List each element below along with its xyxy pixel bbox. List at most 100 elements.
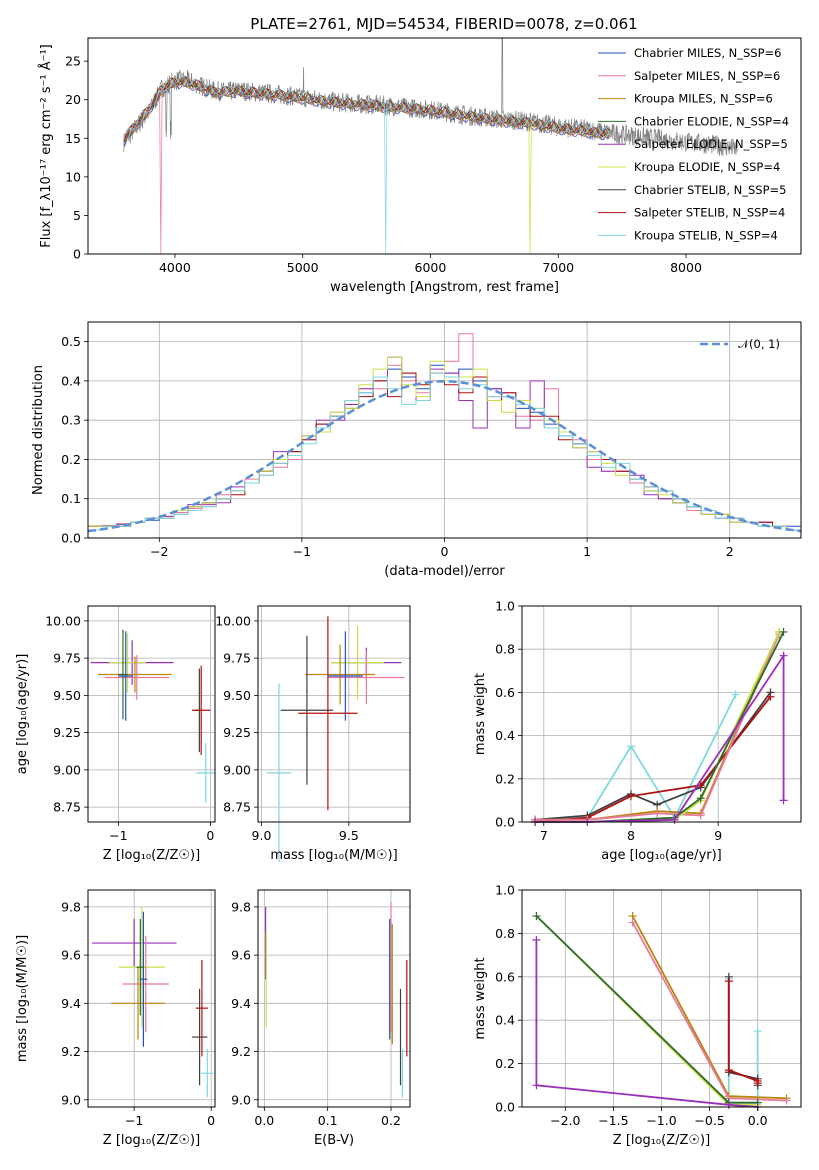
- x-tick-label: 1: [583, 544, 591, 559]
- error-bar-point: [118, 629, 128, 720]
- legend-label: Chabrier MILES, N_SSP=6: [634, 46, 781, 60]
- x-axis-label: Z [log₁₀(Z/Z☉)]: [103, 1133, 200, 1148]
- y-tick-label: 20: [65, 92, 81, 107]
- x-tick-label: 0.0: [748, 1113, 768, 1128]
- y-tick-label: 0.8: [495, 926, 515, 941]
- model-spectrum-line: [123, 77, 610, 254]
- panel-3: 9.0 9.5 8.75 9.00 9.25 9.50 9.75 10.00 mass [log…: [215, 605, 411, 863]
- y-tick-label: 9.4: [231, 996, 251, 1011]
- panel-1: −2 −1 0 1 2 0.0 0.1 0.2 0.3 0.4 0.5 (data-model)/er…: [31, 321, 802, 579]
- x-axis-label: mass [log₁₀(M/M☉)]: [270, 848, 397, 863]
- y-tick-label: 9.8: [61, 899, 81, 914]
- plot-area: [123, 38, 738, 254]
- histogram-step-line: [87, 372, 801, 531]
- legend: Chabrier MILES, N_SSP=6 Salpeter MILES, N…: [598, 46, 789, 242]
- error-bar-point: [191, 988, 208, 1086]
- y-tick-label: 5: [73, 208, 81, 223]
- y-tick-label: 9.8: [231, 899, 251, 914]
- ticks: −2 −1 0 1 2 0.0 0.1 0.2 0.3 0.4 0.5: [61, 334, 734, 559]
- plus-marker: [724, 1066, 733, 1075]
- y-tick-label: 10: [65, 169, 81, 184]
- y-tick-label: 1.0: [495, 883, 515, 898]
- plus-marker: [653, 809, 662, 818]
- plot-area: [87, 333, 802, 533]
- axes-frame: [87, 321, 802, 539]
- legend-label: Kroupa STELIB, N_SSP=4: [634, 228, 778, 242]
- x-tick-label: 0.1: [318, 1113, 338, 1128]
- plus-marker: [724, 977, 733, 986]
- model-spectrum-line: [123, 76, 610, 142]
- x-tick-label: 8: [627, 828, 635, 843]
- error-bar-point: [195, 959, 209, 1057]
- legend-label: 𝒩(0, 1): [738, 337, 780, 351]
- plot-area: [266, 616, 405, 863]
- error-bar-point: [104, 655, 169, 700]
- spectra: [123, 38, 738, 254]
- x-tick-label: 2: [726, 544, 734, 559]
- plus-marker: [779, 651, 788, 660]
- x-tick-label: 5000: [287, 260, 319, 275]
- panel-7: −2.0 −1.5 −1.0 −0.5 0.0 0.0 0.2 0.4 0.6 0.8 1.0 Z […: [473, 883, 802, 1148]
- plus-marker: [779, 796, 788, 805]
- legend-label: Kroupa MILES, N_SSP=6: [634, 92, 773, 106]
- axes-frame: [87, 605, 216, 823]
- x-tick-label: 4000: [159, 260, 191, 275]
- plus-marker: [670, 815, 679, 824]
- y-tick-label: 9.75: [53, 651, 81, 666]
- ticks: 7 8 9 0.0 0.2 0.4 0.6 0.8 1.0: [495, 599, 722, 844]
- y-tick-label: 9.00: [53, 762, 81, 777]
- y-tick-label: 9.2: [231, 1044, 251, 1059]
- grid-lines: [88, 890, 215, 1107]
- ticks: −1 0 8.75 9.00 9.25 9.50 9.75 10.00: [45, 613, 214, 843]
- y-tick-label: 1.0: [495, 599, 515, 614]
- x-axis-label: wavelength [Angstrom, rest frame]: [330, 280, 559, 295]
- weight-series: [628, 918, 791, 1105]
- x-axis-label: Z [log₁₀(Z/Z☉)]: [103, 848, 200, 863]
- legend-label: Kroupa ELODIE, N_SSP=4: [634, 160, 780, 174]
- x-tick-label: −1.0: [646, 1113, 676, 1128]
- axes-frame: [87, 37, 802, 255]
- y-tick-label: 9.25: [223, 725, 251, 740]
- x-tick-label: −1: [293, 544, 311, 559]
- y-tick-label: 9.75: [223, 651, 251, 666]
- error-bar-point: [136, 918, 145, 1016]
- plus-marker: [626, 792, 635, 801]
- y-tick-label: 9.50: [223, 688, 251, 703]
- error-bar-point: [122, 935, 169, 1033]
- error-bar-point: [91, 918, 177, 968]
- y-tick-label: 0.8: [495, 642, 515, 657]
- x-tick-label: 9.0: [252, 828, 272, 843]
- y-tick-label: 25: [65, 54, 81, 69]
- ticks: −1 0 9.0 9.2 9.4 9.6 9.8: [61, 899, 215, 1128]
- y-tick-label: 0.0: [495, 815, 515, 830]
- y-tick-label: 10.00: [215, 613, 251, 628]
- model-spectrum-line: [123, 77, 610, 143]
- y-tick-label: 0.1: [61, 491, 81, 506]
- plus-marker: [626, 742, 635, 751]
- normal-reference-curve: [87, 380, 802, 533]
- x-tick-label: −1: [125, 1113, 143, 1128]
- y-axis-label: age [log₁₀(age/yr)]: [15, 654, 30, 775]
- ticks: −2.0 −1.5 −1.0 −0.5 0.0 0.0 0.2 0.4 0.6 0.8 1.0: [495, 883, 768, 1129]
- y-axis-label: mass weight: [473, 673, 488, 755]
- x-axis-label: age [log₁₀(age/yr)]: [601, 848, 722, 863]
- x-tick-label: 8000: [670, 260, 702, 275]
- grid-lines: [258, 890, 410, 1107]
- plot-area: [90, 629, 215, 803]
- panel-6: 0.0 0.1 0.2 9.0 9.2 9.4 9.6 9.8 E(B-V): [231, 889, 411, 1148]
- y-tick-label: 8.75: [53, 800, 81, 815]
- weight-series: [532, 935, 762, 1111]
- plus-marker: [532, 912, 541, 921]
- x-tick-label: 0: [206, 828, 214, 843]
- y-axis-label: Normed distribution: [31, 365, 46, 495]
- y-tick-label: 9.2: [61, 1044, 81, 1059]
- y-tick-label: 0.0: [61, 531, 81, 546]
- y-tick-label: 0.5: [61, 334, 81, 349]
- x-tick-label: −2.0: [550, 1113, 580, 1128]
- legend: 𝒩(0, 1): [700, 337, 780, 351]
- weight-line: [535, 939, 758, 1108]
- axes-frame: [521, 889, 802, 1108]
- y-tick-label: 0.3: [61, 413, 81, 428]
- y-axis-label: mass weight: [473, 957, 488, 1039]
